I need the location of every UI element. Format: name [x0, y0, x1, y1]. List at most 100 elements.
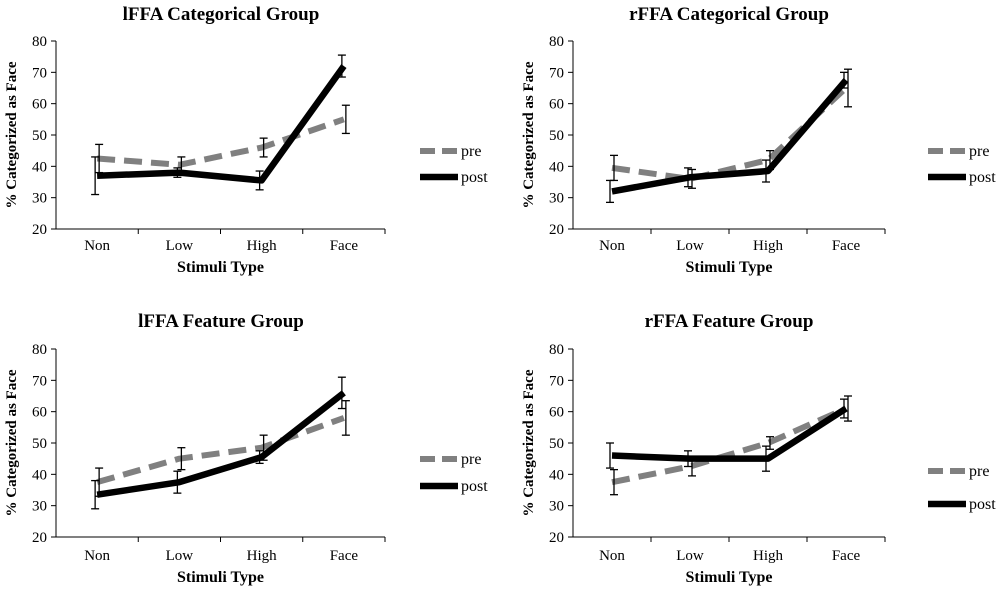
error-bar-post — [606, 179, 614, 204]
legend-item-pre: pre — [928, 143, 989, 160]
x-tick-label: High — [247, 238, 278, 254]
chart-panel: rFFA Categorical Group 20 30 40 50 60 70 80 Non L… — [521, 4, 996, 276]
legend-item-post: post — [420, 478, 488, 495]
chart-title: rFFA Feature Group — [645, 311, 814, 332]
y-tick-label: 40 — [32, 467, 47, 483]
y-tick-label: 40 — [32, 159, 47, 175]
y-tick-label: 20 — [32, 530, 47, 546]
y-tick-label: 70 — [32, 65, 47, 81]
y-tick-label: 20 — [549, 222, 564, 238]
y-axis-label: % Categorized as Face — [521, 61, 537, 208]
y-tick-label: 30 — [549, 191, 564, 207]
series-line-post — [96, 390, 346, 498]
error-bar-pre — [766, 436, 774, 450]
y-tick-label: 80 — [32, 34, 47, 50]
x-tick-label: Face — [832, 548, 861, 564]
y-tick-label: 50 — [549, 128, 564, 144]
y-tick-label: 30 — [549, 499, 564, 515]
error-bar-post — [91, 156, 100, 196]
chart-title: rFFA Categorical Group — [629, 4, 829, 25]
error-bar-post — [684, 450, 692, 468]
legend-label: post — [461, 478, 488, 495]
error-bar-post — [337, 376, 346, 410]
legend-label: pre — [461, 451, 481, 468]
x-tick-label: High — [753, 548, 784, 564]
error-bar-pre — [844, 395, 852, 422]
chart-title: lFFA Categorical Group — [123, 4, 320, 25]
error-bar-post — [255, 450, 264, 465]
y-tick-label: 50 — [549, 436, 564, 452]
chart-panel: rFFA Feature Group 20 30 40 50 60 70 80 Non Low Hi… — [521, 311, 996, 586]
y-tick-label: 60 — [549, 405, 564, 421]
x-tick-label: High — [753, 238, 784, 254]
legend-label: pre — [969, 463, 989, 480]
y-tick-label: 80 — [32, 342, 47, 358]
x-tick-label: Low — [676, 548, 704, 564]
error-bar-pre — [259, 137, 268, 158]
y-tick-label: 70 — [549, 373, 564, 389]
x-tick-label: Low — [166, 548, 194, 564]
y-tick-label: 60 — [32, 405, 47, 421]
x-tick-label: Non — [84, 548, 110, 564]
x-tick-label: Face — [832, 238, 861, 254]
legend-label: post — [969, 169, 996, 186]
x-tick-label: Low — [166, 238, 194, 254]
legend-item-pre: pre — [420, 451, 481, 468]
legend-item-post: post — [928, 496, 996, 513]
legend-item-post: post — [420, 169, 488, 186]
series-line-pre — [611, 405, 848, 486]
error-bar-post — [762, 159, 770, 183]
y-tick-label: 30 — [32, 191, 47, 207]
legend-label: pre — [969, 143, 989, 160]
legend-item-post: post — [928, 169, 996, 186]
error-bar-post — [255, 170, 264, 191]
x-axis-label: Stimuli Type — [686, 569, 773, 586]
x-axis-label: Stimuli Type — [686, 259, 773, 276]
y-axis-label: % Categorized as Face — [4, 369, 20, 516]
y-tick-label: 80 — [549, 342, 564, 358]
legend-label: post — [969, 496, 996, 513]
legend-item-pre: pre — [928, 463, 989, 480]
y-tick-label: 70 — [32, 373, 47, 389]
error-bar-pre — [341, 400, 350, 436]
legend-label: pre — [461, 143, 481, 160]
y-tick-label: 60 — [549, 97, 564, 113]
error-bar-pre — [341, 104, 350, 135]
error-bar-post — [762, 445, 770, 472]
error-bar-post — [173, 167, 182, 178]
series-line-post — [611, 405, 848, 462]
y-axis-label: % Categorized as Face — [521, 369, 537, 516]
x-axis-label: Stimuli Type — [177, 569, 264, 586]
y-tick-label: 20 — [549, 530, 564, 546]
series-line-post — [611, 78, 849, 195]
x-tick-label: Non — [599, 238, 625, 254]
y-tick-label: 50 — [32, 128, 47, 144]
x-tick-label: Non — [599, 548, 625, 564]
x-tick-label: Low — [676, 238, 704, 254]
series-line-pre — [96, 116, 345, 168]
error-bar-post — [840, 398, 848, 419]
y-tick-label: 50 — [32, 436, 47, 452]
y-tick-label: 20 — [32, 222, 47, 238]
series-line-post — [97, 64, 347, 184]
chart-panel: lFFA Feature Group 20 30 40 50 60 70 80 Non Low Hi… — [4, 311, 488, 586]
x-tick-label: Face — [330, 548, 359, 564]
series-line-pre — [611, 85, 849, 182]
x-tick-label: Face — [330, 238, 359, 254]
error-bar-post — [337, 54, 346, 78]
y-tick-label: 60 — [32, 97, 47, 113]
error-bar-post — [173, 470, 182, 494]
y-tick-label: 30 — [32, 499, 47, 515]
chart-title: lFFA Feature Group — [138, 311, 304, 332]
error-bar-post — [91, 479, 100, 510]
error-bar-post — [684, 167, 692, 188]
x-tick-label: Non — [84, 238, 110, 254]
y-tick-label: 40 — [549, 467, 564, 483]
error-bar-post — [606, 442, 614, 469]
x-axis-label: Stimuli Type — [177, 259, 264, 276]
error-bar-pre — [610, 468, 618, 496]
legend-item-pre: pre — [420, 143, 481, 160]
y-tick-label: 40 — [549, 159, 564, 175]
y-axis-label: % Categorized as Face — [4, 61, 20, 208]
